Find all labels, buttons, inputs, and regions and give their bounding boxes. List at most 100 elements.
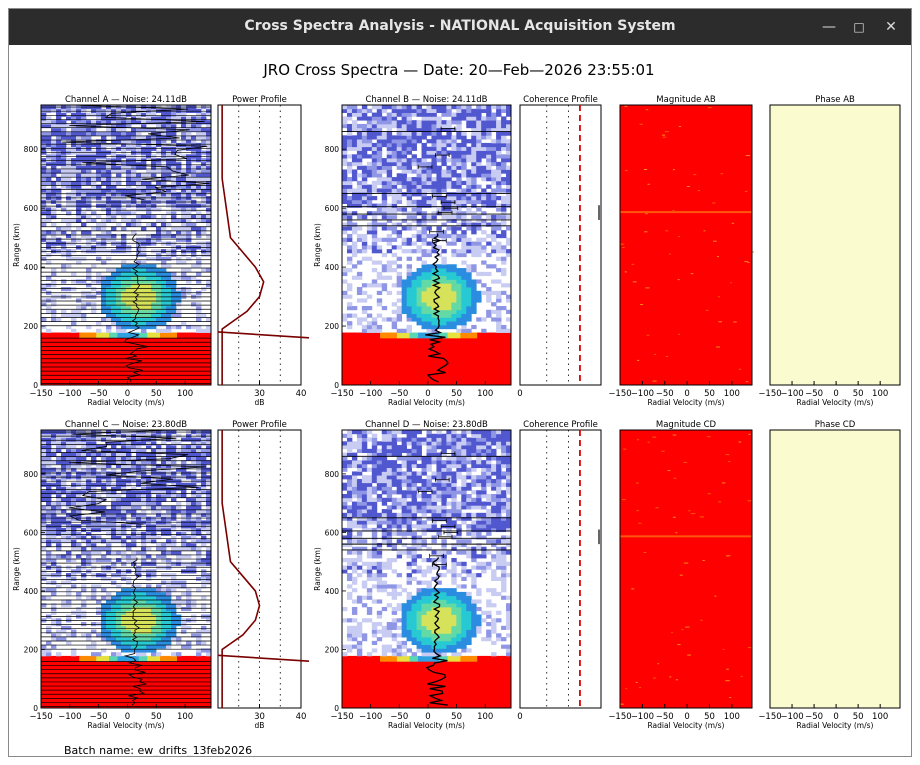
spectra-cell xyxy=(161,313,167,318)
spectra-cell xyxy=(416,105,422,110)
spectra-cell xyxy=(496,305,502,311)
spectra-cell xyxy=(66,501,72,506)
spectra-cell xyxy=(436,233,442,239)
spectra-cell xyxy=(166,252,172,258)
spectra-cell xyxy=(451,207,457,212)
spectra-cell xyxy=(476,165,482,170)
spectra-cell xyxy=(351,245,358,250)
spectra-cell xyxy=(501,203,507,208)
spectra-cell xyxy=(506,188,512,193)
spectra-cell xyxy=(126,203,132,208)
spectra-cell xyxy=(366,222,373,227)
minimize-icon[interactable]: — xyxy=(822,19,836,35)
spectra-stripe-cell xyxy=(155,655,161,662)
spectra-cell xyxy=(496,324,502,330)
spectra-cell xyxy=(186,203,192,208)
spectra-cell xyxy=(426,324,432,330)
spectra-cell xyxy=(201,542,207,548)
spectra-cell xyxy=(186,448,192,453)
spectra-cell xyxy=(466,328,472,333)
spectra-cell xyxy=(186,437,192,442)
maximize-icon[interactable]: □ xyxy=(853,20,865,34)
spectra-cell xyxy=(401,211,408,216)
spectra-cell xyxy=(106,298,112,303)
magnitude-speckle xyxy=(669,253,671,255)
spectra-cell xyxy=(126,633,132,638)
spectra-cell xyxy=(196,233,202,239)
spectra-cell xyxy=(96,173,102,178)
spectra-cell xyxy=(151,169,157,174)
spectra-cell xyxy=(141,146,147,151)
spectra-cell xyxy=(491,127,497,132)
spectra-cell xyxy=(401,640,408,646)
spectra-cell xyxy=(381,207,388,212)
spectra-cell xyxy=(461,644,467,649)
spectra-cell xyxy=(506,196,512,201)
spectra-cell xyxy=(351,264,358,269)
spectra-cell xyxy=(491,112,497,117)
spectra-cell xyxy=(201,135,207,140)
spectra-cell xyxy=(106,302,112,307)
spectra-cell xyxy=(136,629,142,634)
spectra-cell xyxy=(401,207,408,212)
spectra-cell xyxy=(171,445,177,450)
spectra-cell xyxy=(201,218,207,223)
spectra-cell xyxy=(121,214,127,220)
close-icon[interactable]: ✕ xyxy=(885,19,897,35)
spectra-cell xyxy=(61,135,67,140)
spectra-cell xyxy=(71,203,77,208)
spectra-cell xyxy=(136,313,142,318)
spectra-cell xyxy=(441,196,447,201)
spectra-cell xyxy=(66,139,72,144)
spectra-stripe-cell xyxy=(502,332,508,339)
spectra-cell xyxy=(46,135,52,140)
spectra-cell xyxy=(191,494,197,499)
spectra-cell xyxy=(106,237,112,242)
magnitude-speckle xyxy=(693,174,697,176)
spectra-cell xyxy=(201,437,207,442)
spectra-cell xyxy=(441,633,447,638)
spectra-stripe-cell xyxy=(130,655,135,662)
spectra-cell xyxy=(386,648,393,653)
spectra-cell xyxy=(476,294,482,299)
spectra-cell xyxy=(186,188,192,193)
spectra-cell xyxy=(441,173,447,178)
spectra-cell xyxy=(136,588,142,593)
spectra-cell xyxy=(151,177,157,182)
spectra-cell xyxy=(426,226,432,231)
spectra-cell xyxy=(121,233,127,239)
spectra-cell xyxy=(396,317,403,322)
spectra-cell xyxy=(131,188,137,193)
spectra-cell xyxy=(426,275,432,280)
spectra-cell xyxy=(146,127,152,132)
spectra-cell xyxy=(181,214,187,220)
spectra-cell xyxy=(166,313,172,318)
spectra-cell xyxy=(441,135,447,140)
spectra-cell xyxy=(426,241,432,246)
spectra-cell xyxy=(141,603,147,608)
spectra-cell xyxy=(116,112,122,117)
spectra-cell xyxy=(146,584,152,589)
spectra-cell xyxy=(401,287,408,292)
title-bar[interactable]: Cross Spectra Analysis - NATIONAL Acquis… xyxy=(9,9,911,45)
spectra-cell xyxy=(191,302,197,307)
spectra-cell xyxy=(181,169,187,174)
spectra-cell xyxy=(191,139,197,144)
magnitude-speckle xyxy=(744,190,748,192)
spectra-cell xyxy=(51,516,57,521)
spectra-cell xyxy=(106,169,112,174)
spectra-cell xyxy=(141,226,147,231)
spectra-cell xyxy=(496,161,502,167)
spectra-cell xyxy=(486,203,492,208)
spectra-cell xyxy=(136,139,142,144)
spectra-cell xyxy=(151,501,157,506)
spectra-cell xyxy=(86,188,92,193)
spectra-cell xyxy=(411,637,417,642)
spectra-cell xyxy=(406,116,412,121)
spectra-cell xyxy=(176,237,182,242)
spectra-cell xyxy=(496,150,502,155)
spectra-cell xyxy=(176,233,182,239)
spectra-cell xyxy=(351,123,358,129)
spectra-cell xyxy=(371,324,378,330)
spectra-cell xyxy=(56,531,62,536)
